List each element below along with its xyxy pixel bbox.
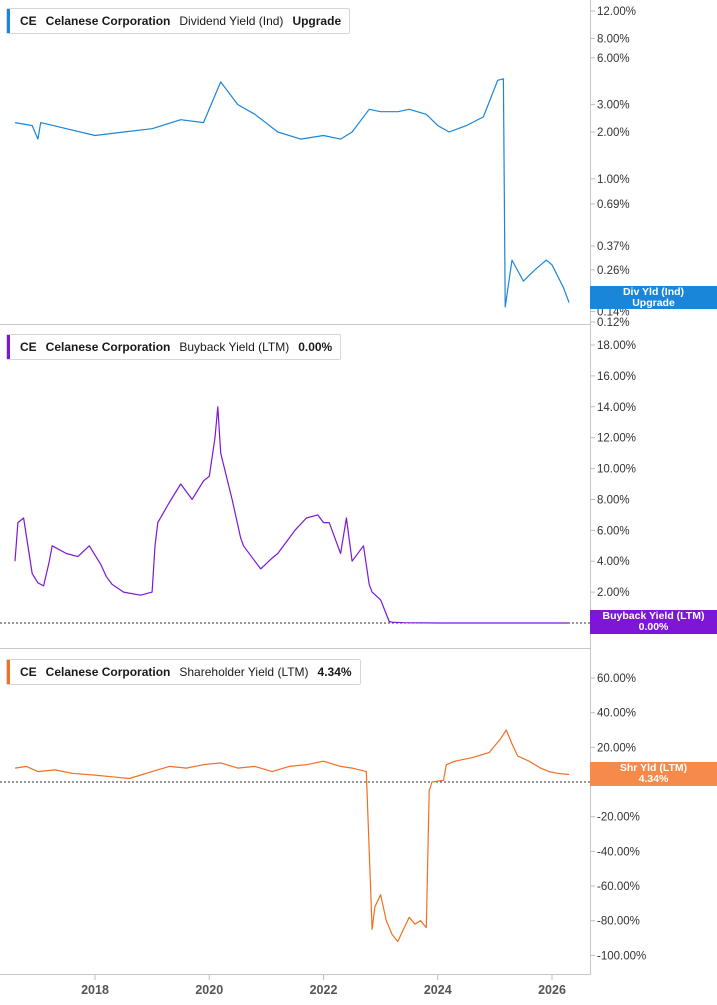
x-tick-label: 2020 [195,983,223,997]
y-tick-label: 6.00% [597,525,630,537]
y-tick-label: -60.00% [597,881,640,893]
y-tick-label: 3.00% [597,100,630,112]
y-tick-label: 14.00% [597,402,636,414]
y-tick-label: 12.00% [597,6,636,18]
dividend-yield-title: CE Celanese Corporation Dividend Yield (… [6,8,351,34]
y-tick-label: 10.00% [597,464,636,476]
company-name: Celanese Corporation [45,340,171,354]
y-tick-label: 4.00% [597,556,630,568]
y-tick-label: 1.00% [597,174,630,186]
x-tick-label: 2018 [81,983,109,997]
shareholder-series-swatch [7,660,10,684]
company-name: Celanese Corporation [45,14,171,28]
y-tick-label: 0.26% [597,265,630,277]
series-line [14,729,570,943]
metric-name: Dividend Yield (Ind) [179,14,284,28]
ticker: CE [20,340,37,354]
y-tick-label: 20.00% [597,742,636,754]
metric-name: Shareholder Yield (LTM) [179,665,309,679]
y-tick-label: 16.00% [597,371,636,383]
y-tick-label: 8.00% [597,33,630,45]
buyback-yield-title: CE Celanese Corporation Buyback Yield (L… [6,334,342,360]
metric-value: 0.00% [298,340,333,354]
y-tick-label: 40.00% [597,708,636,720]
y-tick-label: -80.00% [597,916,640,928]
y-tick-label: 2.00% [597,127,630,139]
company-name: Celanese Corporation [45,665,171,679]
y-tick-label: 2.00% [597,587,630,599]
tag-label: Div Yld (Ind) [622,285,685,298]
metric-value: 4.34% [317,665,352,679]
x-tick-label: 2022 [310,983,338,997]
y-tick-label: 0.12% [597,317,630,329]
y-tick-label: 6.00% [597,53,630,65]
ticker: CE [20,665,37,679]
x-tick-label: 2026 [538,983,566,997]
metric-value: Upgrade [292,14,342,28]
y-tick-label: 0.14% [597,307,630,319]
ticker: CE [20,14,37,28]
series-line [14,78,570,308]
x-tick-label: 2024 [424,983,452,997]
y-tick-label: -40.00% [597,846,640,858]
y-tick-label: -100.00% [597,950,646,962]
y-tick-label: 0.37% [597,241,630,253]
buyback-series-swatch [7,335,10,359]
y-tick-label: 60.00% [597,673,636,685]
tag-value: 4.34% [638,773,669,785]
y-tick-label: 12.00% [597,433,636,445]
shareholder-yield-title: CE Celanese Corporation Shareholder Yiel… [6,659,361,685]
tag-value: Upgrade [632,296,675,309]
tag-value: 0.00% [638,621,669,633]
buyback-value-tag: Buyback Yield (LTM) 0.00% [590,610,717,634]
tag-label: Buyback Yield (LTM) [602,610,705,622]
tag-label: Shr Yld (LTM) [619,762,688,774]
y-tick-label: -20.00% [597,812,640,824]
y-tick-label: 8.00% [597,494,630,506]
series-line [14,406,570,624]
y-tick-label: 0.69% [597,199,630,211]
shareholder-value-tag: Shr Yld (LTM) 4.34% [590,762,717,786]
dividend-series-swatch [7,9,10,33]
y-tick-label: 18.00% [597,340,636,352]
dividend-value-tag: Div Yld (Ind) Upgrade [590,286,717,309]
metric-name: Buyback Yield (LTM) [179,340,290,354]
